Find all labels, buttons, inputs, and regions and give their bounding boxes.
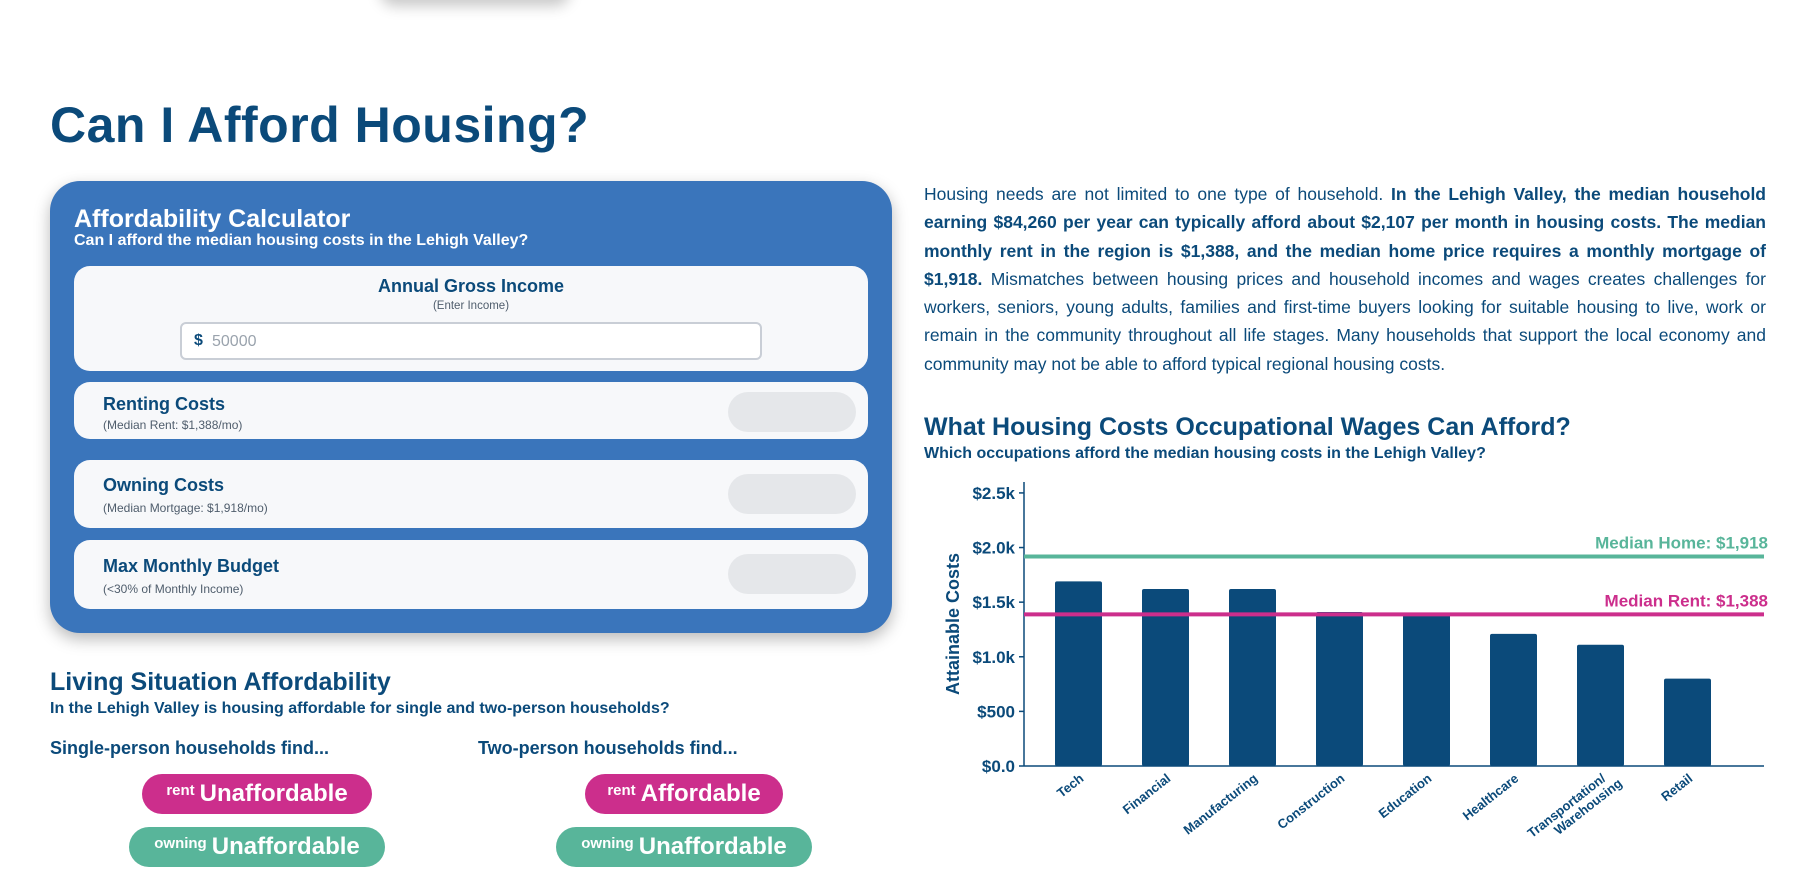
bar-retail [1664, 678, 1711, 766]
owning-costs-value [728, 474, 856, 514]
currency-sign: $ [194, 332, 203, 349]
single-household-heading: Single-person households find... [50, 738, 330, 758]
x-tick-label: Construction [1274, 771, 1347, 833]
single-owning-tag: owning [154, 834, 207, 852]
single-rent-verdict: Unaffordable [199, 780, 348, 807]
y-tick-label: $0.0 [982, 757, 1015, 776]
two-rent-verdict: Affordable [640, 780, 761, 807]
bar-education [1403, 614, 1450, 766]
renting-costs-label: Renting Costs [103, 394, 226, 414]
occupation-wage-chart: $0.0 $500 $1.0k $1.5k $2.0k $2.5k Attainable C… [943, 482, 1768, 851]
renting-costs-row: Renting Costs (Median Rent: $1,388/mo) [74, 382, 868, 439]
page-title: Can I Afford Housing? [50, 97, 590, 153]
x-tick-label: Manufacturing [1181, 771, 1261, 838]
renting-costs-value [728, 392, 856, 432]
owning-costs-label: Owning Costs [103, 475, 224, 495]
affordability-calculator: Affordability Calculator Can I afford th… [50, 181, 892, 633]
x-tick-label: Transportation/Warehousing [1525, 764, 1625, 851]
y-tick-label: $500 [977, 702, 1015, 721]
x-tick-label: Retail [1658, 771, 1695, 805]
calculator-subtitle: Can I afford the median housing costs in… [74, 232, 529, 249]
living-situation-subtitle: In the Lehigh Valley is housing affordab… [50, 700, 670, 717]
single-owning-badge: owning Unaffordable [129, 827, 385, 867]
intro-text-rest: Mismatches between housing prices and ho… [924, 268, 1766, 374]
renting-costs-note: (Median Rent: $1,388/mo) [103, 418, 243, 432]
bar-financial [1142, 589, 1189, 766]
two-rent-badge: rent Affordable [585, 774, 783, 814]
x-tick-label: Healthcare [1460, 771, 1522, 824]
x-tick-label: Education [1376, 771, 1435, 822]
y-tick-label: $1.5k [972, 593, 1015, 612]
y-tick-label: $2.0k [972, 539, 1015, 558]
income-field[interactable]: $ [180, 322, 762, 360]
chart-subtitle: Which occupations afford the median hous… [924, 445, 1486, 462]
intro-paragraph: Housing needs are not limited to one typ… [924, 180, 1766, 378]
reference-label-home: Median Home: $1,918 [1595, 533, 1768, 552]
two-owning-tag: owning [581, 834, 634, 852]
y-tick-label: $1.0k [972, 648, 1015, 667]
two-rent-tag: rent [607, 781, 636, 799]
max-budget-value [728, 554, 856, 594]
single-rent-tag: rent [166, 781, 195, 799]
owning-costs-note: (Median Mortgage: $1,918/mo) [103, 501, 268, 515]
intro-text-highlight: In the Lehigh Valley, the median househo… [924, 184, 1766, 289]
reference-label-rent: Median Rent: $1,388 [1605, 591, 1768, 610]
chart-title: What Housing Costs Occupational Wages Ca… [924, 413, 1571, 441]
calculator-title: Affordability Calculator [74, 205, 351, 233]
two-household-heading: Two-person households find... [478, 738, 738, 758]
two-owning-badge: owning Unaffordable [556, 827, 812, 867]
bar-manufacturing [1229, 589, 1276, 766]
x-tick-label: Tech [1054, 771, 1086, 801]
single-owning-verdict: Unaffordable [211, 833, 360, 860]
max-budget-row: Max Monthly Budget (<30% of Monthly Inco… [74, 540, 868, 609]
living-situation-title: Living Situation Affordability [50, 668, 391, 696]
y-tick-label: $2.5k [972, 484, 1015, 503]
income-hint: (Enter Income) [432, 300, 510, 312]
bar-healthcare [1490, 633, 1537, 766]
income-label: Annual Gross Income [377, 276, 565, 296]
income-input[interactable] [210, 327, 754, 357]
two-owning-verdict: Unaffordable [638, 833, 787, 860]
max-budget-note: (<30% of Monthly Income) [103, 582, 244, 596]
single-rent-badge: rent Unaffordable [142, 774, 372, 814]
bar-construction [1316, 611, 1363, 766]
bar-transportation-warehousing [1577, 644, 1624, 766]
x-tick-label: Financial [1120, 771, 1174, 818]
y-axis-title: Attainable Costs [943, 553, 963, 695]
owning-costs-row: Owning Costs (Median Mortgage: $1,918/mo… [74, 460, 868, 528]
max-budget-label: Max Monthly Budget [103, 556, 279, 576]
intro-text-lead: Housing needs are not limited to one typ… [924, 184, 1391, 204]
bar-tech [1055, 581, 1102, 766]
income-panel: Annual Gross Income (Enter Income) $ [74, 266, 868, 371]
